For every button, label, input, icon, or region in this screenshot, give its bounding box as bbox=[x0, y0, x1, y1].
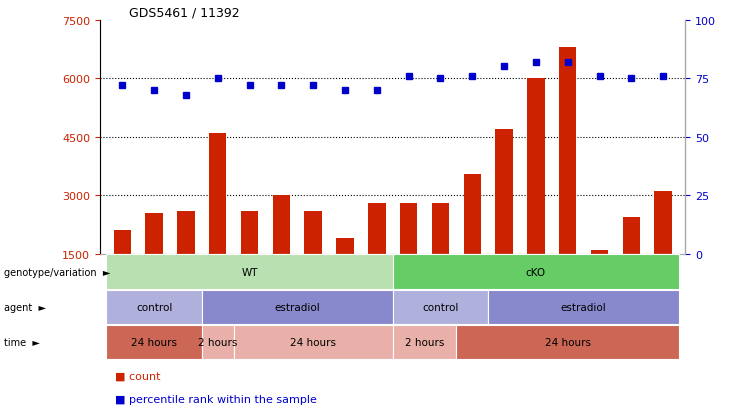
Bar bbox=[305, 211, 322, 312]
Bar bbox=[591, 250, 608, 312]
Bar bbox=[464, 174, 481, 312]
Bar bbox=[432, 204, 449, 312]
Text: 2 hours: 2 hours bbox=[405, 337, 445, 347]
Bar bbox=[177, 211, 195, 312]
Text: WT: WT bbox=[242, 267, 258, 277]
Bar bbox=[241, 211, 259, 312]
Bar bbox=[654, 192, 672, 312]
Text: 24 hours: 24 hours bbox=[131, 337, 177, 347]
Bar bbox=[368, 204, 385, 312]
Bar bbox=[273, 196, 290, 312]
Bar bbox=[113, 230, 131, 312]
Text: ■ count: ■ count bbox=[115, 371, 160, 381]
Text: agent  ►: agent ► bbox=[4, 302, 46, 312]
Text: ■ percentile rank within the sample: ■ percentile rank within the sample bbox=[115, 394, 316, 404]
Text: cKO: cKO bbox=[526, 267, 546, 277]
Bar bbox=[400, 204, 417, 312]
Bar bbox=[495, 130, 513, 312]
Bar bbox=[559, 48, 576, 312]
Bar bbox=[622, 217, 640, 312]
Bar bbox=[336, 238, 353, 312]
Text: 24 hours: 24 hours bbox=[290, 337, 336, 347]
Text: control: control bbox=[136, 302, 173, 312]
Text: estradiol: estradiol bbox=[561, 302, 606, 312]
Text: control: control bbox=[422, 302, 459, 312]
Text: GDS5461 / 11392: GDS5461 / 11392 bbox=[130, 7, 240, 19]
Bar bbox=[527, 79, 545, 312]
Text: genotype/variation  ►: genotype/variation ► bbox=[4, 267, 110, 277]
Text: time  ►: time ► bbox=[4, 337, 39, 347]
Text: estradiol: estradiol bbox=[274, 302, 320, 312]
Text: 24 hours: 24 hours bbox=[545, 337, 591, 347]
Bar bbox=[145, 213, 163, 312]
Bar bbox=[209, 133, 227, 312]
Text: 2 hours: 2 hours bbox=[198, 337, 237, 347]
